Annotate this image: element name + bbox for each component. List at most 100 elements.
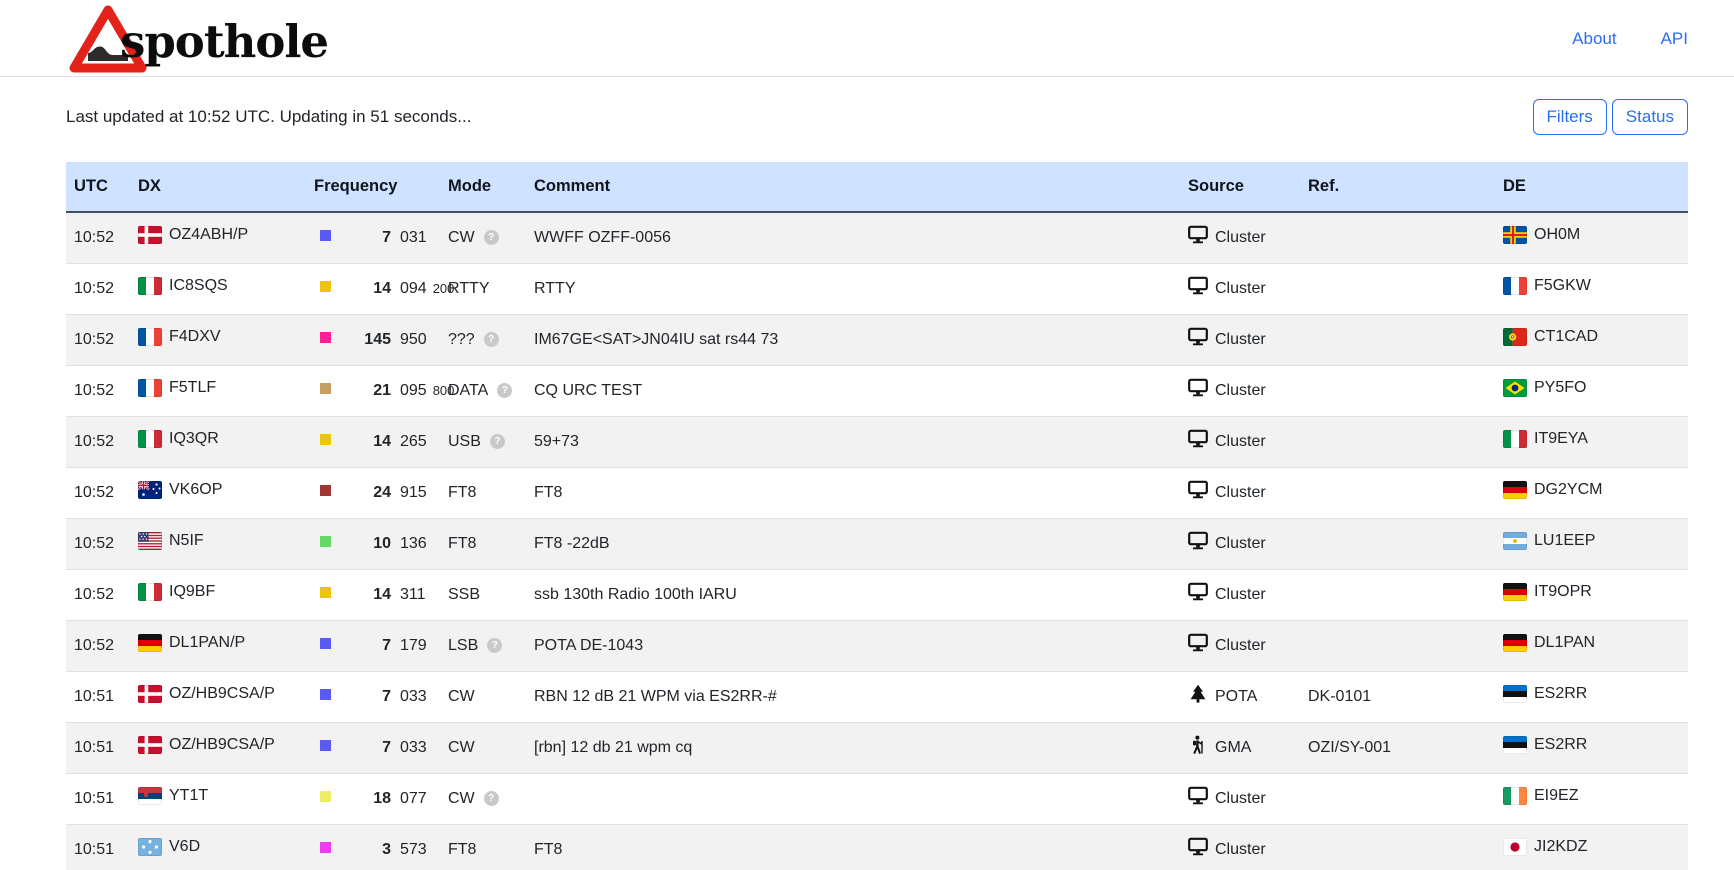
de-callsign[interactable]: CT1CAD — [1534, 328, 1599, 345]
flag-it-icon — [138, 583, 162, 601]
de-cell[interactable]: LU1EEP — [1495, 517, 1688, 569]
band-indicator — [320, 739, 331, 751]
de-callsign[interactable]: ES2RR — [1534, 736, 1588, 753]
mode-help-icon[interactable]: ? — [483, 791, 499, 806]
filters-button[interactable]: Filters — [1532, 99, 1607, 135]
mode-help-icon[interactable]: ? — [497, 383, 513, 398]
de-cell[interactable]: PY5FO — [1495, 364, 1688, 416]
dx-callsign[interactable]: F4DXV — [169, 328, 221, 345]
frequency-khz: 033 — [400, 687, 427, 705]
dx-cell[interactable]: IQ9BF — [130, 568, 306, 620]
de-cell[interactable]: DL1PAN — [1495, 619, 1688, 671]
source-cell: Cluster — [1180, 364, 1300, 416]
mode-cell: FT8 — [440, 517, 526, 569]
de-callsign[interactable]: EI9EZ — [1534, 787, 1579, 804]
dx-cell[interactable]: OZ4ABH/P — [130, 211, 306, 263]
mode-cell: CW — [440, 721, 526, 773]
table-row: 10:51 V6D 3 573 FT8 FT8 Cluster JI2KDZ — [66, 823, 1688, 870]
utc-cell: 10:52 — [66, 466, 130, 518]
de-callsign[interactable]: DG2YCM — [1534, 481, 1603, 498]
dx-callsign[interactable]: YT1T — [169, 787, 209, 804]
mode-help-icon[interactable]: ? — [483, 332, 499, 347]
ref-cell — [1300, 415, 1495, 467]
de-cell[interactable]: ES2RR — [1495, 721, 1688, 773]
flag-au-icon — [138, 481, 162, 499]
dx-cell[interactable]: V6D — [130, 823, 306, 870]
frequency-cell: 14 094 200 — [306, 262, 454, 314]
mode-label: FT8 — [448, 483, 477, 501]
de-callsign[interactable]: OH0M — [1534, 226, 1581, 244]
dx-cell[interactable]: N5IF — [130, 517, 306, 569]
source-label: Cluster — [1215, 330, 1266, 348]
status-button[interactable]: Status — [1611, 99, 1688, 135]
source-label: Cluster — [1215, 636, 1266, 654]
frequency-khz: 311 — [400, 585, 426, 603]
toolbar: Last updated at 10:52 UTC. Updating in 5… — [66, 99, 1688, 135]
dx-callsign[interactable]: IQ9BF — [169, 583, 216, 600]
dx-cell[interactable]: IC8SQS — [130, 262, 306, 314]
dx-callsign[interactable]: OZ/HB9CSA/P — [169, 736, 275, 753]
source-cell: Cluster — [1180, 823, 1300, 870]
dx-callsign[interactable]: DL1PAN/P — [169, 634, 246, 651]
de-callsign[interactable]: F5GKW — [1534, 277, 1591, 294]
dx-callsign[interactable]: VK6OP — [169, 481, 223, 498]
de-cell[interactable]: JI2KDZ — [1495, 823, 1688, 870]
toolbar-buttons: Filters Status — [1532, 99, 1688, 135]
source-label: Cluster — [1215, 432, 1266, 450]
table-row: 10:52 OZ4ABH/P 7 031 CW? WWFF OZFF-0056 Cluste… — [66, 211, 1688, 263]
dx-cell[interactable]: DL1PAN/P — [130, 619, 306, 671]
dx-callsign[interactable]: OZ/HB9CSA/P — [169, 685, 275, 702]
de-callsign[interactable]: ES2RR — [1534, 685, 1588, 702]
mode-help-icon[interactable]: ? — [489, 434, 505, 449]
dx-cell[interactable]: F4DXV — [130, 313, 306, 365]
de-cell[interactable]: EI9EZ — [1495, 772, 1688, 824]
frequency-mhz: 7 — [382, 636, 391, 654]
dx-cell[interactable]: YT1T — [130, 772, 306, 824]
de-callsign[interactable]: IT9OPR — [1534, 583, 1592, 600]
de-cell[interactable]: IT9EYA — [1495, 415, 1688, 467]
mode-help-icon[interactable]: ? — [483, 230, 499, 246]
de-callsign[interactable]: PY5FO — [1534, 379, 1587, 396]
dx-callsign[interactable]: V6D — [169, 838, 201, 856]
source-label: Cluster — [1215, 585, 1266, 603]
frequency-khz: 077 — [400, 789, 427, 807]
mode-label: FT8 — [448, 840, 477, 858]
flag-ee-icon — [1503, 736, 1527, 754]
comment-cell: POTA DE-1043 — [526, 619, 1180, 671]
dx-cell[interactable]: IQ3QR — [130, 415, 306, 467]
dx-cell[interactable]: VK6OP — [130, 466, 306, 518]
de-callsign[interactable]: JI2KDZ — [1534, 838, 1588, 856]
utc-cell: 10:52 — [66, 568, 130, 620]
frequency-mhz: 14 — [373, 585, 391, 603]
source-label: Cluster — [1215, 483, 1266, 501]
mode-help-icon[interactable]: ? — [487, 638, 503, 653]
nav-link-api[interactable]: API — [1660, 28, 1688, 48]
dx-callsign[interactable]: OZ4ABH/P — [169, 226, 249, 244]
de-cell[interactable]: ES2RR — [1495, 670, 1688, 722]
dx-callsign[interactable]: F5TLF — [169, 379, 217, 396]
dx-callsign[interactable]: N5IF — [169, 532, 204, 549]
nav-link-about[interactable]: About — [1572, 28, 1617, 48]
de-cell[interactable]: IT9OPR — [1495, 568, 1688, 620]
dx-callsign[interactable]: IQ3QR — [169, 430, 219, 447]
brand-logo[interactable]: spothole — [66, 4, 329, 79]
de-cell[interactable]: OH0M — [1495, 211, 1688, 263]
band-indicator — [320, 484, 331, 496]
de-callsign[interactable]: DL1PAN — [1534, 634, 1596, 651]
de-cell[interactable]: F5GKW — [1495, 262, 1688, 314]
flag-ax-icon — [1503, 226, 1527, 245]
dx-callsign[interactable]: IC8SQS — [169, 277, 228, 294]
de-cell[interactable]: CT1CAD — [1495, 313, 1688, 365]
flag-rs-icon — [138, 787, 162, 805]
frequency-mhz: 18 — [373, 789, 391, 807]
dx-cell[interactable]: OZ/HB9CSA/P — [130, 670, 306, 722]
dx-cell[interactable]: OZ/HB9CSA/P — [130, 721, 306, 773]
frequency-khz: 136 — [400, 534, 427, 552]
flag-de-icon — [138, 634, 162, 652]
flag-it-icon — [138, 430, 162, 448]
cluster-icon — [1188, 378, 1208, 403]
de-callsign[interactable]: IT9EYA — [1534, 430, 1588, 447]
de-callsign[interactable]: LU1EEP — [1534, 532, 1596, 549]
dx-cell[interactable]: F5TLF — [130, 364, 306, 416]
de-cell[interactable]: DG2YCM — [1495, 466, 1688, 518]
